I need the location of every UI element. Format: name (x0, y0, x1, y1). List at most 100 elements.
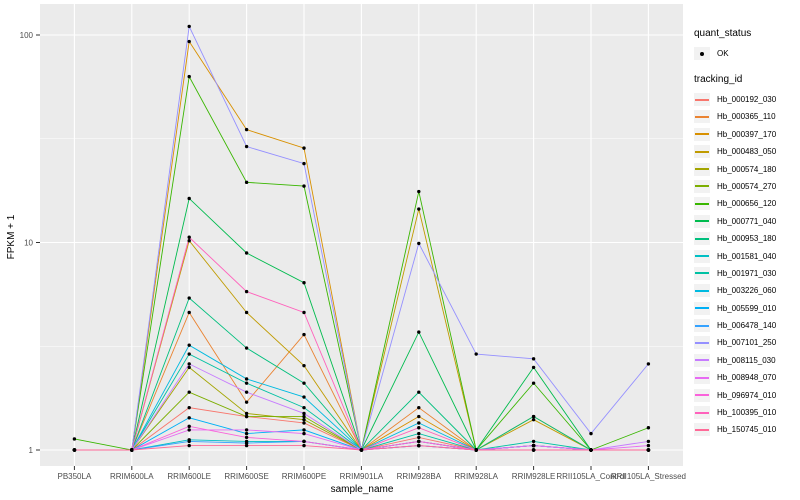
x-tick-label: RRIM901LA (340, 472, 384, 481)
data-point (531, 414, 536, 419)
legend-item-label: Hb_000574_270 (717, 181, 777, 191)
series-color-key (694, 127, 710, 141)
data-point (187, 390, 191, 394)
data-point (302, 421, 306, 425)
series-color-line (695, 324, 709, 327)
x-tick-label: RRIM600SE (224, 472, 268, 481)
series-color-key (694, 162, 710, 176)
data-point (302, 417, 306, 422)
data-point (417, 431, 421, 436)
legend-item: Hb_000574_270 (694, 179, 800, 194)
series-color-key (694, 319, 710, 333)
legend-item-label: Hb_008115_030 (717, 355, 776, 365)
data-point (359, 448, 364, 452)
data-point (302, 281, 306, 285)
data-point (244, 414, 249, 419)
data-point (187, 424, 191, 429)
series-color-key (694, 214, 710, 228)
legend-item: Hb_001581_040 (694, 249, 800, 264)
data-point (474, 352, 478, 356)
series-color-line (695, 394, 709, 397)
legend-item: Hb_100395_010 (694, 405, 800, 420)
data-point (302, 428, 306, 432)
data-point (187, 296, 191, 300)
legend-item-label: Hb_001581_040 (717, 251, 777, 261)
data-point (531, 417, 536, 422)
data-point (646, 362, 651, 366)
series-color-line (695, 133, 709, 136)
data-point (187, 405, 191, 410)
data-point (302, 411, 306, 416)
legend-item: Hb_001971_030 (694, 266, 800, 281)
legend-item-label: Hb_001971_030 (717, 268, 777, 278)
data-point (244, 441, 249, 445)
data-point (302, 395, 306, 399)
legend-item: Hb_150745_010 (694, 422, 800, 437)
series-color-key (694, 197, 710, 211)
data-point (244, 411, 249, 416)
data-point (531, 439, 536, 444)
series-color-line (695, 185, 709, 188)
legend-item: Hb_000192_030 (694, 92, 800, 107)
legend-item-label: Hb_096974_010 (717, 390, 777, 400)
legend-item: Hb_008948_070 (694, 370, 800, 385)
data-point (244, 443, 249, 448)
data-point (646, 439, 651, 444)
data-point (646, 443, 651, 448)
data-point (417, 189, 421, 194)
series-color-key (694, 353, 710, 367)
data-point (417, 390, 421, 394)
legend-item: Hb_000656_120 (694, 196, 800, 211)
data-point (244, 390, 249, 394)
legend-item-label: Hb_007101_250 (717, 338, 777, 348)
series-color-key (694, 423, 710, 437)
series-color-line (695, 376, 709, 379)
legend-title-tracking-id: tracking_id (694, 74, 743, 85)
data-point (531, 357, 536, 361)
legend: quant_status OK tracking_id Hb_000192_03… (694, 28, 800, 440)
data-point (187, 196, 191, 201)
data-point (589, 431, 593, 436)
series-color-line (695, 341, 709, 344)
series-color-key (694, 145, 710, 159)
series-color-key (694, 371, 710, 385)
data-point (244, 180, 249, 185)
series-color-line (695, 115, 709, 118)
x-tick-label: RRIM600LA (110, 472, 154, 481)
data-point (244, 346, 249, 350)
data-point (244, 289, 249, 294)
data-point (531, 443, 536, 448)
data-point (417, 414, 421, 419)
data-point (244, 381, 249, 385)
legend-item-label: Hb_003226_060 (717, 286, 777, 296)
x-tick-label: RRIM600PE (282, 472, 326, 481)
y-tick-label: 100 (20, 31, 34, 40)
data-point (244, 435, 249, 440)
data-point (72, 437, 77, 441)
data-point (244, 377, 249, 381)
data-point (302, 184, 306, 188)
data-point (531, 381, 536, 385)
data-point (187, 343, 191, 347)
legend-item-label: Hb_000953_180 (717, 234, 777, 244)
x-tick-label: RRIM928LA (454, 472, 498, 481)
data-point (646, 448, 651, 452)
legend-item: Hb_006478_140 (694, 318, 800, 333)
data-point (417, 421, 421, 425)
data-point (130, 448, 134, 452)
data-point (72, 448, 77, 452)
data-point (244, 144, 249, 149)
data-point (187, 239, 191, 243)
data-point (302, 405, 306, 410)
legend-item-label: Hb_000771_040 (717, 216, 777, 226)
data-point (589, 448, 593, 452)
data-point (244, 310, 249, 315)
data-point (187, 365, 191, 370)
legend-item-label: Hb_000192_030 (717, 95, 777, 104)
data-point (302, 332, 306, 337)
data-point (187, 235, 191, 239)
x-tick-label: RRIM928LE (512, 472, 556, 481)
y-axis-title: FPKM + 1 (6, 214, 17, 259)
data-point (417, 241, 421, 246)
